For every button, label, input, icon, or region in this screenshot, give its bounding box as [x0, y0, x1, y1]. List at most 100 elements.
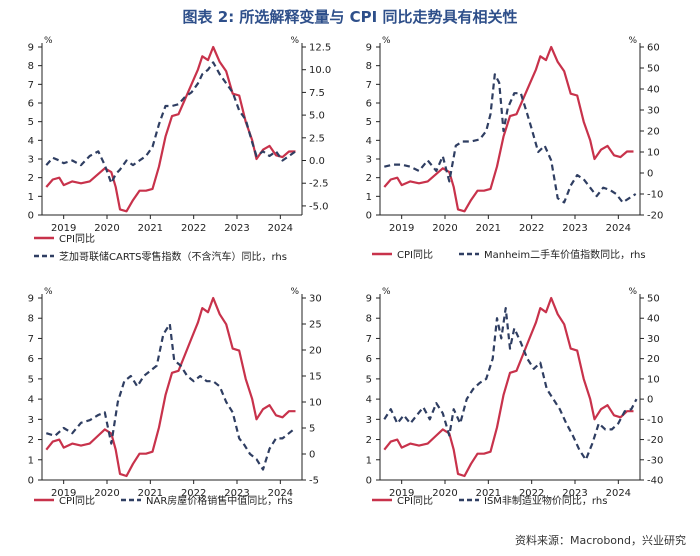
left-unit-label: % — [382, 287, 391, 297]
left-tick-label: 5 — [366, 117, 372, 128]
left-tick-label: 4 — [366, 136, 372, 147]
left-tick-label: 3 — [28, 415, 34, 426]
left-tick-label: 0 — [366, 476, 372, 487]
left-tick-label: 9 — [366, 294, 372, 305]
x-tick-label: 2021 — [476, 488, 501, 499]
left-tick-label: 8 — [28, 61, 34, 72]
right-tick-label: 10 — [647, 148, 660, 159]
cpi-series-line — [383, 296, 634, 478]
left-tick-label: 5 — [28, 117, 34, 128]
figure-title: 图表 2: 所选解释变量与 CPI 同比走势具有相关性 — [182, 8, 518, 26]
legend-label-cpi: CPI同比 — [397, 249, 433, 261]
cpi-series-line — [45, 45, 296, 213]
left-tick-label: 1 — [366, 192, 372, 203]
left-tick-label: 3 — [28, 155, 34, 166]
left-tick-label: 8 — [366, 61, 372, 72]
left-tick-label: 6 — [366, 354, 372, 365]
left-unit-label: % — [382, 36, 391, 46]
x-tick-label: 2024 — [606, 488, 631, 499]
right-unit-label: % — [290, 36, 299, 46]
right-tick-label: 0 — [647, 169, 653, 180]
left-tick-label: 2 — [28, 173, 34, 184]
left-tick-label: 2 — [366, 435, 372, 446]
left-tick-label: 7 — [28, 334, 34, 345]
x-tick-label: 2020 — [432, 488, 457, 499]
x-tick-label: 2021 — [138, 223, 163, 234]
left-tick-label: 0 — [28, 211, 34, 222]
right-tick-label: 30 — [647, 334, 660, 345]
right-tick-label: -20 — [647, 435, 663, 446]
right-tick-label: 0 — [647, 395, 653, 406]
left-tick-label: 2 — [366, 173, 372, 184]
right-tick-label: 20 — [309, 346, 322, 357]
left-tick-label: 7 — [366, 334, 372, 345]
left-tick-label: 8 — [366, 314, 372, 325]
left-tick-label: 0 — [28, 476, 34, 487]
chart-panel-1: % % 0 1 2 3 4 5 6 7 8 9 -5.0 -2.5 0.0 2.5 5.0 7.5 10.0 12.5… — [28, 36, 332, 263]
secondary-series-line — [383, 307, 638, 461]
right-tick-label: 10 — [309, 398, 322, 409]
chart-panel-2: % % 0 1 2 3 4 5 6 7 8 9 -20 -10 0 10 20 30 40 50 60 2019 2020 2… — [366, 36, 664, 261]
x-tick-label: 2021 — [476, 223, 501, 234]
legend-label-secondary: Manheim二手车价值指数同比，rhs — [484, 248, 646, 261]
legend-label-cpi: CPI同比 — [397, 495, 433, 507]
x-tick-label: 2022 — [181, 488, 206, 499]
legend-label-secondary: NAR房屋价格销售中值同比，rhs — [146, 494, 293, 507]
x-tick-label: 2020 — [432, 223, 457, 234]
x-tick-label: 2022 — [181, 223, 206, 234]
left-tick-label: 6 — [366, 99, 372, 110]
right-unit-label: % — [628, 287, 637, 297]
right-tick-label: 50 — [647, 294, 660, 305]
x-tick-label: 2019 — [51, 223, 76, 234]
cpi-series-line — [45, 296, 296, 478]
x-tick-label: 2024 — [268, 488, 293, 499]
right-tick-label: 25 — [309, 320, 322, 331]
x-tick-label: 2023 — [562, 223, 587, 234]
right-tick-label: 12.5 — [309, 43, 331, 54]
right-tick-label: 60 — [647, 43, 660, 54]
x-tick-label: 2024 — [268, 223, 293, 234]
right-tick-label: -2.5 — [309, 179, 329, 190]
right-tick-label: 20 — [647, 127, 660, 138]
x-tick-label: 2019 — [389, 223, 414, 234]
secondary-series-line — [45, 61, 297, 185]
left-tick-label: 9 — [28, 294, 34, 305]
left-tick-label: 1 — [366, 455, 372, 466]
left-tick-label: 8 — [28, 314, 34, 325]
cpi-series-line — [383, 45, 634, 213]
left-tick-label: 3 — [366, 155, 372, 166]
right-tick-label: -5 — [309, 476, 319, 487]
legend-label-cpi: CPI同比 — [59, 495, 95, 507]
right-tick-label: -20 — [647, 211, 663, 222]
left-tick-label: 9 — [28, 43, 34, 54]
x-tick-label: 2020 — [94, 223, 119, 234]
x-tick-label: 2023 — [562, 488, 587, 499]
right-tick-label: 30 — [309, 294, 322, 305]
x-tick-label: 2019 — [51, 488, 76, 499]
left-unit-label: % — [44, 287, 53, 297]
x-tick-label: 2021 — [138, 488, 163, 499]
chart-panel-4: % % 0 1 2 3 4 5 6 7 8 9 -40 -30 -20 -10 0 10 20 30 40 50 2019 2… — [366, 287, 664, 507]
left-unit-label: % — [44, 36, 53, 46]
figure-source: 资料来源：Macrobond，兴业研究 — [515, 534, 686, 547]
left-tick-label: 4 — [28, 136, 34, 147]
right-tick-label: -10 — [647, 190, 663, 201]
left-tick-label: 9 — [366, 43, 372, 54]
left-tick-label: 5 — [28, 374, 34, 385]
right-tick-label: 20 — [647, 354, 660, 365]
x-tick-label: 2022 — [519, 488, 544, 499]
right-tick-label: -30 — [647, 455, 663, 466]
right-tick-label: 2.5 — [309, 133, 325, 144]
right-tick-label: 40 — [647, 85, 660, 96]
left-tick-label: 2 — [28, 435, 34, 446]
right-unit-label: % — [628, 36, 637, 46]
left-tick-label: 6 — [28, 99, 34, 110]
right-tick-label: -10 — [647, 415, 663, 426]
legend-label-secondary: 芝加哥联储CARTS零售指数（不含汽车）同比，rhs — [59, 250, 287, 263]
right-tick-label: 30 — [647, 106, 660, 117]
left-tick-label: 7 — [28, 80, 34, 91]
left-tick-label: 4 — [28, 395, 34, 406]
right-tick-label: 10.0 — [309, 65, 331, 76]
secondary-series-line — [45, 322, 297, 471]
